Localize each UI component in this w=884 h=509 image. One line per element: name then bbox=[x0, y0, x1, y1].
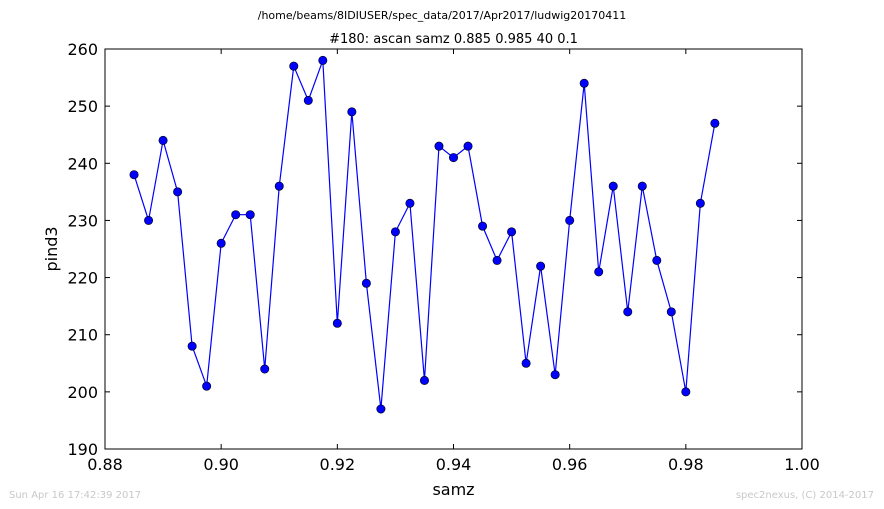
data-point bbox=[652, 255, 662, 265]
y-axis: 190 200 210 220 230 240 250 260 bbox=[67, 40, 802, 459]
data-point bbox=[478, 221, 488, 231]
x-axis-label: samz bbox=[432, 480, 474, 499]
y-tick-label: 260 bbox=[67, 40, 98, 59]
footer-credit: spec2nexus, (C) 2014-2017 bbox=[736, 490, 874, 501]
data-point bbox=[463, 141, 473, 151]
data-point bbox=[550, 370, 560, 380]
data-point bbox=[405, 198, 415, 208]
data-point bbox=[434, 141, 444, 151]
data-point bbox=[448, 153, 458, 163]
data-point bbox=[594, 267, 604, 277]
data-point bbox=[289, 61, 299, 71]
data-point bbox=[231, 210, 241, 220]
data-point bbox=[347, 107, 357, 117]
data-point bbox=[376, 404, 386, 414]
x-tick-label: 0.98 bbox=[668, 455, 704, 474]
x-tick-label: 1.00 bbox=[784, 455, 820, 474]
data-point bbox=[419, 375, 429, 385]
y-axis-label: pind3 bbox=[42, 226, 61, 271]
y-tick-label: 190 bbox=[67, 440, 98, 459]
y-tick-label: 220 bbox=[67, 269, 98, 288]
data-point bbox=[710, 118, 720, 128]
data-point bbox=[507, 227, 517, 237]
x-tick-label: 0.92 bbox=[320, 455, 356, 474]
data-point bbox=[361, 278, 371, 288]
data-point bbox=[332, 318, 342, 328]
data-point bbox=[318, 55, 328, 65]
data-point bbox=[158, 135, 168, 145]
data-point bbox=[144, 215, 154, 225]
data-point bbox=[565, 215, 575, 225]
series-line bbox=[133, 60, 716, 410]
data-point bbox=[536, 261, 546, 271]
data-point bbox=[579, 78, 589, 88]
data-point bbox=[303, 95, 313, 105]
data-point bbox=[666, 307, 676, 317]
y-tick-label: 200 bbox=[67, 383, 98, 402]
chart-title: #180: ascan samz 0.885 0.985 40 0.1 bbox=[329, 32, 578, 47]
data-point bbox=[390, 227, 400, 237]
x-tick-label: 0.90 bbox=[203, 455, 239, 474]
data-point bbox=[695, 198, 705, 208]
x-tick-label: 0.88 bbox=[87, 455, 123, 474]
data-point bbox=[202, 381, 212, 391]
data-point bbox=[521, 358, 531, 368]
x-tick-label: 0.96 bbox=[552, 455, 588, 474]
y-tick-label: 240 bbox=[67, 154, 98, 173]
data-point bbox=[681, 387, 691, 397]
y-tick-label: 230 bbox=[67, 211, 98, 230]
data-point bbox=[260, 364, 270, 374]
data-point bbox=[216, 238, 226, 248]
data-point bbox=[608, 181, 618, 191]
x-axis: 0.88 0.90 0.92 0.94 0.96 0.98 1.00 bbox=[87, 49, 820, 474]
data-point bbox=[274, 181, 284, 191]
data-point bbox=[245, 210, 255, 220]
data-point bbox=[623, 307, 633, 317]
data-point bbox=[129, 170, 139, 180]
footer-timestamp: Sun Apr 16 17:42:39 2017 bbox=[9, 490, 141, 501]
data-point bbox=[187, 341, 197, 351]
data-point bbox=[173, 187, 183, 197]
y-tick-label: 250 bbox=[67, 97, 98, 116]
data-point bbox=[637, 181, 647, 191]
chart-suptitle: /home/beams/8IDIUSER/spec_data/2017/Apr2… bbox=[258, 9, 627, 22]
plot-area bbox=[129, 55, 720, 414]
data-point bbox=[492, 255, 502, 265]
y-tick-label: 210 bbox=[67, 326, 98, 345]
x-tick-label: 0.94 bbox=[436, 455, 472, 474]
